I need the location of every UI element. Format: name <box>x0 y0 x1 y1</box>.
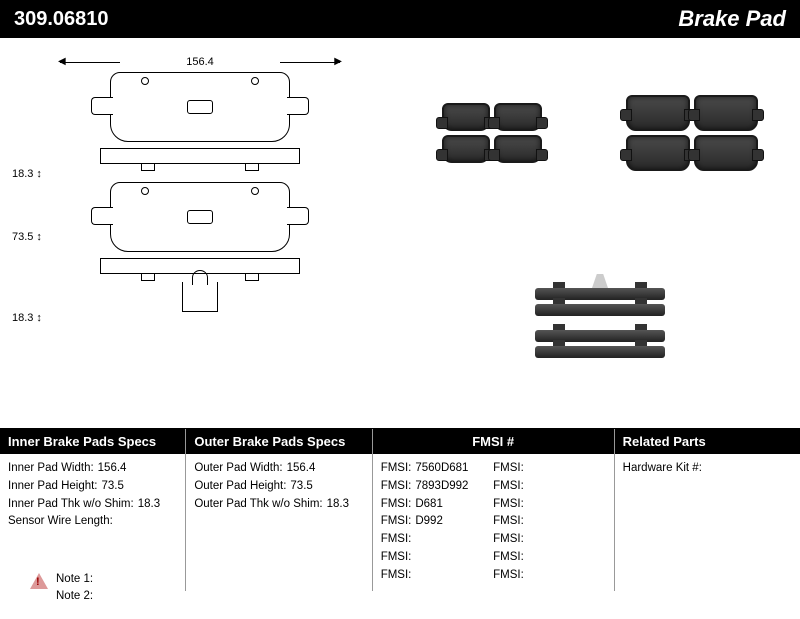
spec-row: Hardware Kit #: <box>623 460 792 478</box>
fmsi-row: FMSI: <box>493 531 605 549</box>
fmsi-row: FMSI: <box>493 496 605 514</box>
photo-set-3 <box>535 288 665 358</box>
spec-row: Outer Pad Thk w/o Shim:18.3 <box>194 496 363 514</box>
col-inner-specs: Inner Brake Pads Specs Inner Pad Width:1… <box>0 429 186 591</box>
fmsi-row: FMSI: <box>381 549 493 567</box>
dim-width-value: 156.4 <box>186 56 214 68</box>
col-header: Outer Brake Pads Specs <box>186 429 371 454</box>
pad-outline-top <box>110 72 290 142</box>
dim-width: ◀156.4▶ <box>60 56 340 68</box>
fmsi-row: FMSI: <box>493 460 605 478</box>
col-header: Inner Brake Pads Specs <box>0 429 185 454</box>
spec-row: Inner Pad Thk w/o Shim:18.3 <box>8 496 177 514</box>
fmsi-row: FMSI: <box>493 478 605 496</box>
col-header: Related Parts <box>615 429 800 454</box>
col-fmsi: FMSI # FMSI:7560D681FMSI:7893D992FMSI:D6… <box>373 429 615 591</box>
fmsi-row: FMSI: <box>381 567 493 585</box>
pad-outline-bottom <box>110 182 290 252</box>
note-1: Note 1: <box>56 571 93 588</box>
spec-row: Inner Pad Height:73.5 <box>8 478 177 496</box>
fmsi-row: FMSI: <box>493 567 605 585</box>
col-outer-specs: Outer Brake Pads Specs Outer Pad Width:1… <box>186 429 372 591</box>
spec-row: Outer Pad Height:73.5 <box>194 478 363 496</box>
fmsi-row: FMSI:D681 <box>381 496 493 514</box>
pad-side-top <box>100 148 300 164</box>
photo-set-2 <box>626 95 758 171</box>
col-header: FMSI # <box>373 429 614 454</box>
photo-set-1 <box>442 103 542 163</box>
fmsi-row: FMSI:7893D992 <box>381 478 493 496</box>
spec-row: Outer Pad Width:156.4 <box>194 460 363 478</box>
spec-row: Sensor Wire Length: <box>8 513 177 531</box>
header-bar: 309.06810 Brake Pad <box>0 0 800 38</box>
fmsi-row: FMSI: <box>381 531 493 549</box>
dim-thk-top: 18.3 ↕ <box>12 168 42 180</box>
dim-height: 73.5 ↕ <box>12 231 42 243</box>
fmsi-row: FMSI:7560D681 <box>381 460 493 478</box>
technical-drawing: ◀156.4▶ 18.3 ↕ 73.5 ↕ 18.3 ↕ <box>0 38 400 418</box>
spec-row: Inner Pad Width:156.4 <box>8 460 177 478</box>
note-2: Note 2: <box>56 588 93 605</box>
specs-table: Inner Brake Pads Specs Inner Pad Width:1… <box>0 428 800 591</box>
main-area: ◀156.4▶ 18.3 ↕ 73.5 ↕ 18.3 ↕ <box>0 38 800 418</box>
warning-icon <box>30 573 48 589</box>
fmsi-row: FMSI: <box>493 513 605 531</box>
notes-block: Note 1: Note 2: <box>30 571 93 606</box>
fmsi-row: FMSI: <box>493 549 605 567</box>
part-number: 309.06810 <box>14 8 109 31</box>
page-title: Brake Pad <box>678 6 786 32</box>
product-photos <box>400 38 800 418</box>
col-related: Related Parts Hardware Kit #: <box>615 429 800 591</box>
fmsi-row: FMSI:D992 <box>381 513 493 531</box>
dim-thk-bottom: 18.3 ↕ <box>12 312 42 324</box>
clip-drawing <box>182 282 218 312</box>
